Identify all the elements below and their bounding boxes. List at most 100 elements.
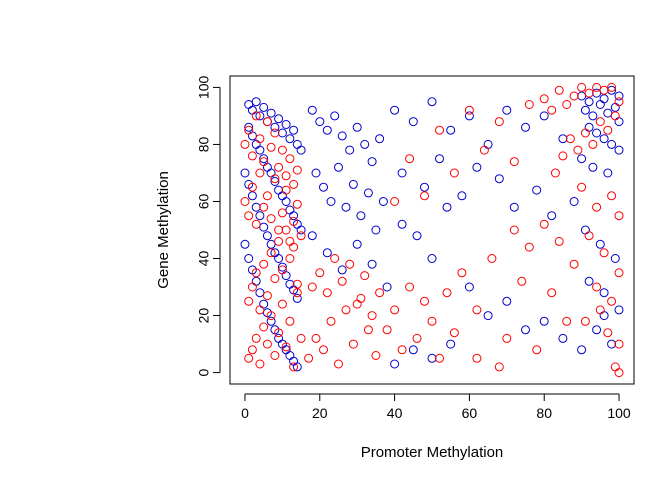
data-point [573, 145, 583, 155]
data-point [584, 276, 594, 286]
data-point [255, 168, 265, 178]
data-point [457, 268, 467, 278]
data-point [614, 91, 624, 101]
data-point [352, 299, 362, 309]
data-point [435, 125, 444, 135]
data-point [259, 299, 269, 309]
data-point [592, 82, 602, 92]
data-point [595, 100, 605, 109]
data-point [244, 100, 254, 109]
data-point [259, 222, 269, 232]
data-point [547, 105, 557, 115]
data-point [255, 145, 265, 155]
data-point [390, 197, 400, 206]
data-point [464, 282, 474, 292]
data-point [281, 197, 291, 206]
data-point [259, 157, 269, 167]
data-point [285, 205, 295, 215]
data-point [599, 94, 609, 104]
data-point [307, 105, 317, 115]
data-point [524, 242, 534, 252]
data-point [337, 131, 347, 141]
data-point [277, 128, 287, 138]
data-point [311, 168, 321, 178]
data-point [262, 291, 272, 301]
data-point [352, 122, 362, 132]
data-point [550, 168, 560, 178]
data-point [442, 288, 452, 298]
data-point [442, 202, 452, 212]
data-point [464, 105, 474, 115]
y-tick-label: 60 [196, 193, 212, 209]
data-point [330, 111, 340, 121]
data-point [509, 202, 519, 212]
data-point [289, 242, 299, 252]
data-point [292, 279, 302, 289]
data-point [614, 339, 624, 349]
data-point [244, 353, 254, 363]
data-point [277, 208, 287, 218]
data-point [472, 305, 482, 315]
data-point [270, 351, 280, 360]
data-point [266, 214, 276, 224]
data-point [266, 248, 276, 258]
data-point [251, 276, 261, 286]
data-point [292, 165, 302, 175]
data-point [270, 128, 280, 138]
data-point [382, 325, 392, 335]
data-point [285, 236, 295, 246]
data-point [259, 102, 269, 112]
data-point [405, 154, 415, 164]
data-point [521, 325, 530, 335]
data-point [244, 125, 254, 135]
data-point [614, 211, 624, 221]
data-point [289, 179, 299, 189]
data-point [599, 288, 609, 298]
data-point [577, 345, 587, 355]
data-point [539, 94, 549, 104]
data-point [539, 111, 549, 121]
data-point [247, 105, 257, 115]
data-point [614, 145, 624, 155]
data-point [251, 139, 261, 149]
data-point [363, 188, 373, 198]
data-point [558, 151, 568, 161]
data-point [599, 85, 609, 95]
data-point [259, 259, 269, 269]
plot-frame [229, 75, 635, 385]
data-point [247, 345, 257, 355]
data-point [262, 231, 272, 241]
data-point [584, 88, 594, 98]
data-point [390, 105, 400, 115]
data-point [251, 97, 261, 107]
data-point [289, 125, 299, 135]
data-point [367, 157, 377, 167]
data-point [562, 316, 572, 326]
y-tick-label: 0 [196, 368, 212, 376]
y-axis-title: Gene Methylation [155, 171, 172, 289]
data-point [375, 288, 385, 298]
data-point [296, 231, 306, 241]
data-point [595, 239, 605, 249]
data-point [334, 162, 343, 172]
data-point [266, 316, 276, 326]
data-point [408, 117, 418, 127]
data-point [517, 276, 527, 286]
data-point [547, 211, 557, 221]
data-point [420, 191, 429, 201]
data-point [607, 191, 617, 201]
data-point [607, 139, 617, 149]
data-point [266, 168, 276, 178]
data-point [247, 151, 257, 161]
data-point [292, 362, 302, 372]
data-point [251, 268, 261, 278]
data-point [281, 342, 291, 352]
data-point [390, 305, 400, 315]
data-point [270, 122, 280, 132]
data-point [464, 111, 474, 121]
data-point [274, 162, 284, 172]
data-point [577, 91, 587, 101]
data-point [592, 128, 602, 138]
data-point [603, 108, 613, 118]
